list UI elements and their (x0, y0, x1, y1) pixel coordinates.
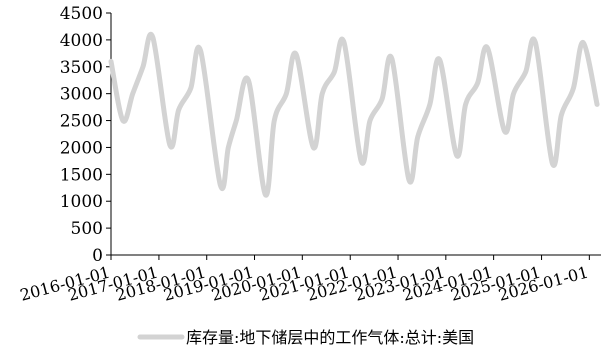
y-tick-label: 500 (71, 219, 103, 239)
y-tick-label: 2000 (60, 138, 103, 158)
y-tick-label: 2500 (60, 112, 103, 132)
y-tick-label: 0 (92, 246, 103, 266)
series-layer (108, 31, 600, 198)
y-tick-label: 1000 (60, 192, 103, 212)
y-tick-label: 1500 (60, 165, 103, 185)
y-tick-label: 4000 (60, 31, 103, 51)
x-axis: 2016-01-012017-01-012018-01-012019-01-01… (18, 254, 601, 305)
y-axis: 0 500 1000 1500 2000 2500 3000 3500 4000 4500 (60, 4, 112, 266)
legend: 库存量:地下储层中的工作气体:总计:美国 (137, 328, 474, 347)
y-tick-label: 3000 (60, 85, 103, 105)
y-tick-label: 4500 (60, 4, 103, 24)
y-tick-label: 3500 (60, 58, 103, 78)
legend-label: 库存量:地下储层中的工作气体:总计:美国 (186, 328, 474, 347)
series-line-0 (108, 31, 600, 198)
